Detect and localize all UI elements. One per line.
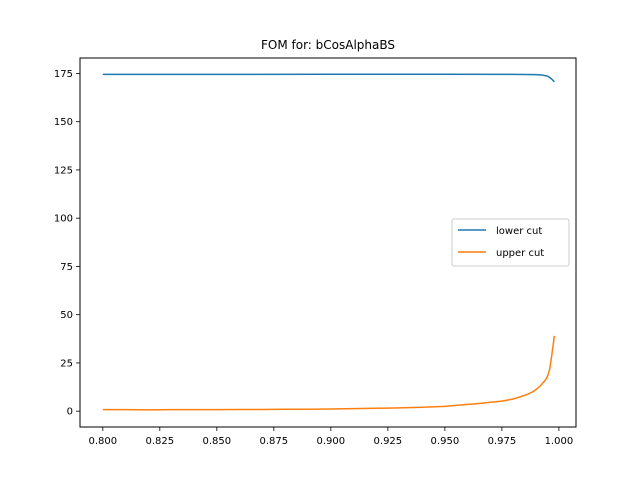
y-tick-label: 175 bbox=[54, 69, 73, 80]
y-axis: 0 25 50 75 100 125 150 175 bbox=[54, 69, 80, 418]
series-line-upper-cut bbox=[102, 335, 556, 411]
chart-title: FOM for: bCosAlphaBS bbox=[261, 38, 395, 52]
x-tick-label: 0.925 bbox=[374, 436, 403, 447]
y-tick-label: 25 bbox=[60, 358, 73, 369]
legend-label: upper cut bbox=[496, 248, 544, 259]
x-tick-label: 0.850 bbox=[203, 436, 232, 447]
legend-label: lower cut bbox=[496, 226, 542, 237]
x-tick-label: 0.800 bbox=[88, 436, 117, 447]
plot-frame bbox=[79, 57, 577, 428]
y-tick-label: 150 bbox=[54, 117, 73, 128]
y-tick-label: 50 bbox=[60, 310, 73, 321]
legend: lower cut upper cut bbox=[451, 218, 570, 267]
y-tick-label: 75 bbox=[60, 262, 73, 273]
x-tick-label: 0.950 bbox=[431, 436, 460, 447]
x-axis: 0.800 0.825 0.850 0.875 0.900 0.925 0.950 0.975… bbox=[88, 427, 573, 447]
series-layer bbox=[102, 73, 556, 411]
y-tick-label: 125 bbox=[54, 165, 73, 176]
x-tick-label: 0.875 bbox=[260, 436, 289, 447]
x-tick-label: 1.000 bbox=[545, 436, 574, 447]
x-tick-label: 0.900 bbox=[317, 436, 346, 447]
y-tick-label: 0 bbox=[67, 407, 73, 418]
x-tick-label: 0.825 bbox=[145, 436, 174, 447]
series-line-lower-cut bbox=[102, 73, 555, 83]
y-tick-label: 100 bbox=[54, 214, 73, 225]
x-tick-label: 0.975 bbox=[488, 436, 517, 447]
